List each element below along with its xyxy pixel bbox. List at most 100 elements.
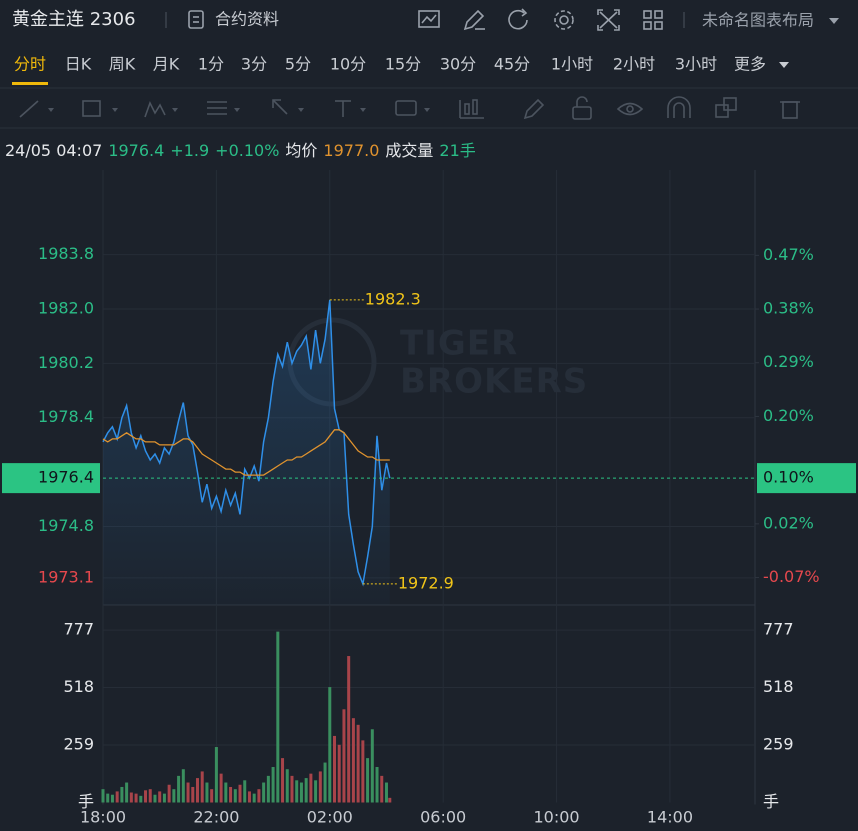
timeframe-tab[interactable]: 1分	[198, 55, 224, 74]
y2-tick-label: 0.20%	[763, 406, 814, 425]
volume-bar	[162, 793, 166, 803]
volume-bar	[318, 771, 322, 803]
instrument-title: 黄金主连 2306	[12, 9, 136, 30]
y-tick-label: 1982.0	[38, 298, 94, 317]
volume-bar	[295, 780, 299, 803]
volume-bar	[276, 631, 280, 803]
volume-value: 21手	[439, 141, 475, 160]
volume-bar	[384, 782, 388, 803]
y2-tick-label: 259	[763, 735, 794, 754]
timeframe-tab[interactable]: 分时	[14, 55, 46, 74]
timeframe-tab[interactable]: 10分	[330, 55, 366, 74]
volume-label: 成交量	[385, 141, 433, 160]
volume-bar	[370, 729, 374, 803]
volume-bar	[205, 782, 209, 803]
timeframe-tab[interactable]: 周K	[109, 55, 136, 74]
y-tick-label: 手	[78, 792, 94, 811]
plot-area: 1983.8 1982.0 1980.2 1978.4 1974.8 1973.1 0.47…	[2, 170, 856, 827]
volume-bar	[224, 782, 228, 803]
drawing-toolbar[interactable]	[19, 96, 800, 120]
y2-tick-label: 0.47%	[763, 245, 814, 264]
volume-bar	[158, 791, 162, 803]
more-arrow	[779, 62, 789, 68]
volume-bar	[347, 656, 351, 803]
volume-bar	[309, 773, 313, 803]
annotation-label: 1982.3	[365, 289, 421, 308]
volume-bar	[304, 778, 308, 803]
quote-change: +1.9	[170, 141, 209, 160]
timeframe-tab[interactable]: 1小时	[551, 55, 593, 74]
timeframe-tab[interactable]: 30分	[440, 55, 476, 74]
y2-tick-label: 0.29%	[763, 352, 814, 371]
contract-button[interactable]: 合约资料	[188, 10, 279, 29]
timeframe-tab[interactable]: 15分	[385, 55, 421, 74]
volume-bar	[266, 775, 270, 803]
x-tick-label: 02:00	[307, 808, 353, 827]
watermark: BROKERS	[400, 362, 588, 402]
volume-bar	[129, 792, 133, 803]
timeframe-tab[interactable]: 月K	[153, 55, 180, 74]
volume-bar	[375, 766, 379, 803]
current-change-label: 0.10%	[763, 468, 814, 487]
y-tick-label: 259	[63, 735, 94, 754]
x-tick-label: 22:00	[193, 808, 239, 827]
y-tick-label: 1980.2	[38, 353, 94, 372]
timeframe-tab[interactable]: 更多	[734, 55, 766, 74]
volume-bar	[191, 786, 195, 803]
watermark: TIGER	[400, 324, 518, 364]
layout-name: 未命名图表布局	[702, 11, 814, 30]
x-tick-label: 14:00	[647, 808, 693, 827]
quote-price: 1976.4	[108, 141, 164, 160]
volume-bar	[106, 793, 110, 803]
x-tick-label: 10:00	[534, 808, 580, 827]
y2-tick-label: 777	[763, 620, 794, 639]
volume-bar	[172, 789, 176, 803]
y2-tick-label: 518	[763, 677, 794, 696]
volume-bar	[299, 782, 303, 803]
volume-bar	[167, 784, 171, 803]
volume-bar	[351, 718, 355, 803]
timeframe-tab[interactable]: 日K	[65, 55, 92, 74]
volume-bar	[148, 789, 152, 803]
timeframe-tab[interactable]: 5分	[285, 55, 311, 74]
active-tab-underline	[12, 82, 48, 85]
volume-bar	[115, 791, 119, 803]
y-tick-label: 1973.1	[38, 567, 94, 586]
volume-bar	[243, 780, 247, 803]
volume-bar	[200, 771, 204, 803]
volume-bar	[181, 769, 185, 803]
volume-bar	[238, 784, 242, 803]
current-change-box	[757, 463, 856, 494]
quote-info: 24/05 04:07 1976.4 +1.9 +0.10% 均价 1977.0 成交量 21…	[5, 141, 476, 160]
layout-menu[interactable]: 未命名图表布局	[702, 11, 839, 30]
volume-bar	[257, 789, 261, 803]
volume-bar	[247, 791, 251, 803]
y2-tick-label: 0.02%	[763, 513, 814, 532]
y-tick-label: 1983.8	[38, 244, 94, 263]
average-line	[102, 429, 390, 476]
contract-label: 合约资料	[215, 10, 279, 29]
timeframe-tab[interactable]: 2小时	[613, 55, 655, 74]
volume-bar	[120, 786, 124, 803]
volume-bar	[281, 758, 285, 803]
timeframe-tab[interactable]: 45分	[494, 55, 530, 74]
volume-bar	[252, 793, 256, 803]
quote-time: 24/05 04:07	[5, 141, 102, 160]
volume-bar	[380, 775, 384, 803]
volume-bar	[342, 709, 346, 803]
volume-bar	[195, 778, 199, 803]
volume-bar	[186, 782, 190, 803]
volume-bar	[356, 724, 360, 803]
current-price-label: 1976.4	[38, 468, 94, 487]
current-price-box	[2, 463, 100, 494]
volume-bar	[210, 789, 214, 803]
timeframe-tab[interactable]: 3小时	[675, 55, 717, 74]
y2-tick-label: 手	[763, 792, 779, 811]
volume-bar	[323, 762, 327, 803]
timeframe-tab[interactable]: 3分	[241, 55, 267, 74]
header-icons[interactable]	[418, 8, 663, 31]
y-tick-label: 518	[63, 677, 94, 696]
